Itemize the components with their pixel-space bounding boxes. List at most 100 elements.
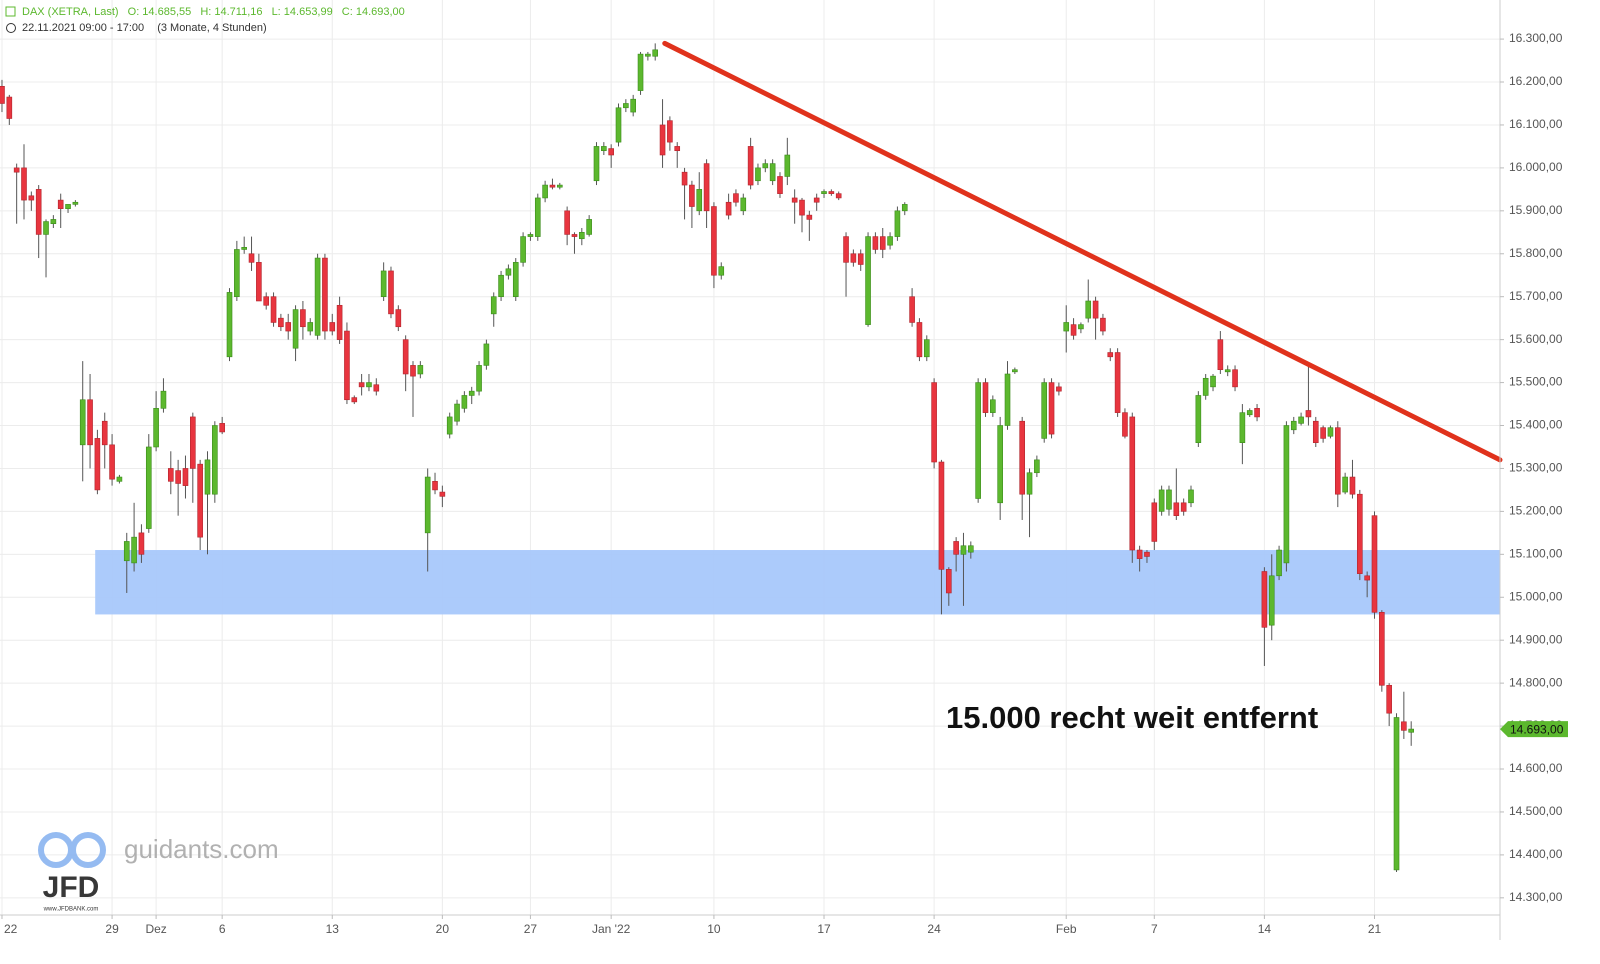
last-price-tag [1500,721,1568,738]
candle-body [968,545,974,553]
candle-body [850,253,857,263]
header-item: H: 14.711,16 [200,6,262,18]
y-tick-label: 16.000,00 [1509,160,1563,174]
candle-body [1144,551,1150,557]
candle-body [241,247,247,250]
candle-body [740,197,747,212]
candle-body [43,221,49,235]
candle-body [1151,502,1158,542]
candle-body [226,292,233,358]
candle-body [865,236,871,325]
candle-body [652,49,659,57]
candle-body [1342,476,1348,493]
candle-body [512,262,519,297]
subheader-item: (3 Monate, 4 Stunden) [157,22,266,34]
candle-body [1122,412,1128,437]
y-tick-label: 16.100,00 [1509,117,1563,131]
candle-body [1239,412,1246,443]
header-icon [5,6,16,17]
y-tick-label: 14.900,00 [1509,632,1563,646]
x-tick-label: 21 [1368,922,1382,936]
candle-body [762,163,769,169]
candle-body [314,257,321,336]
candle-body [1298,416,1304,424]
candle-body [1041,382,1048,439]
candle-body [916,322,923,358]
watermark: guidants.com JFD www.JFDBANK.com [38,832,279,913]
logo-ring [38,832,74,868]
candle-body [1012,369,1018,373]
candle-body [901,204,908,212]
candle-body [1408,728,1414,733]
grid [0,0,1500,915]
y-tick-label: 15.100,00 [1509,546,1563,560]
candle-body [1232,369,1238,388]
candle-body [79,399,86,446]
candle-body [1349,476,1356,495]
candle-body [1290,420,1297,431]
candle-body [351,397,358,403]
candle-body [1393,717,1400,871]
y-tick-label: 14.300,00 [1509,890,1563,904]
candle-body [667,120,673,143]
candle-body [872,236,879,250]
candle-body [366,382,372,388]
candle-body [990,399,996,413]
candle-body [336,304,343,340]
candle-body [791,197,798,203]
candle-body [446,416,453,435]
candle-body [1261,571,1268,628]
candle-body [483,343,490,366]
candle-body [931,382,937,463]
candle-body [1100,317,1106,332]
subheader-item: 22.11.2021 09:00 - 17:00 [22,22,144,34]
candle-body [358,382,365,388]
candle-body [718,266,725,276]
candle-body [87,399,93,446]
candle-body [1210,375,1216,388]
candle-body [1217,339,1224,370]
candle-body [1364,575,1370,581]
candle-body [432,481,438,491]
candle-body [857,253,864,265]
candle-body [1386,684,1392,714]
header-item: DAX (XETRA, Last) [22,6,119,18]
candle-body [593,146,600,182]
candle-body [1004,373,1011,426]
candle-body [1063,322,1070,332]
candle-body [630,98,636,113]
candle-body [190,416,196,469]
candle-body [145,446,152,529]
clock-icon [6,23,16,33]
header-item: C: 14.693,00 [342,6,405,18]
candle-body [300,309,306,328]
candle-body [623,103,629,109]
candle-body [197,463,203,538]
candle-body [527,234,534,237]
y-tick-label: 14.400,00 [1509,847,1563,861]
y-tick-label: 14.500,00 [1509,804,1563,818]
candle-body [256,262,262,302]
candle-body [1224,369,1231,373]
candle-body [1173,502,1180,516]
x-tick-label: 14 [1258,922,1272,936]
candle-body [1195,395,1202,443]
candle-body [1379,611,1385,686]
candle-body [556,184,563,188]
support-zone-layer [95,550,1501,615]
candle-body [696,189,703,212]
candle-body [938,461,945,570]
candle-body [1305,410,1312,418]
candle-body [248,253,255,263]
candle-body [1246,410,1253,416]
candle-body [182,468,189,486]
x-tick-label: 13 [326,922,340,936]
candle-body [131,536,137,564]
candle-body [982,382,989,413]
candle-body [813,197,820,203]
candle-body [828,191,835,194]
candle-body [615,107,622,143]
y-tick-label: 15.800,00 [1509,246,1563,260]
candle-body [953,541,959,555]
candle-body [894,210,901,237]
